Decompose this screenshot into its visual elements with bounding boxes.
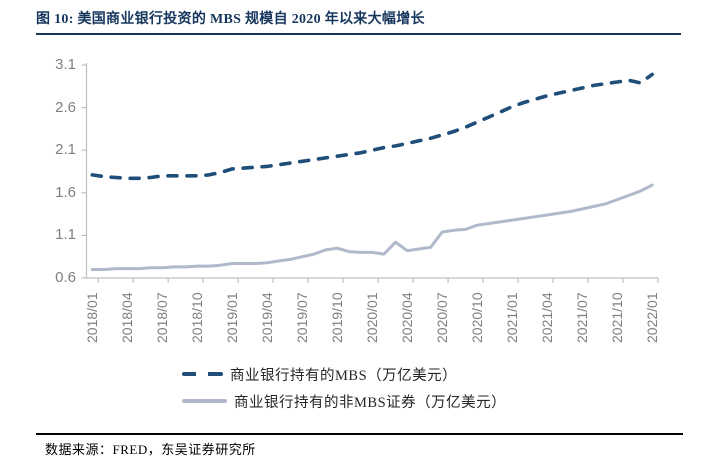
y-axis-label: 0.6 [55, 269, 76, 286]
x-axis-label: 2021/07 [574, 292, 591, 343]
non-mbs-solid-line-sample [182, 399, 227, 403]
chart-legend: 商业银行持有的MBS（万亿美元） 商业银行持有的非MBS证券（万亿美元） [182, 364, 506, 411]
mbs-series-line [90, 72, 655, 181]
x-axis-label: 2021/01 [504, 292, 521, 343]
y-axis-label: 3.1 [55, 56, 76, 73]
x-axis-label: 2019/04 [259, 292, 276, 343]
data-source: 数据来源：FRED，东吴证券研究所 [45, 442, 256, 457]
y-axis-label: 1.1 [55, 226, 76, 244]
x-axis-label: 2020/10 [469, 292, 486, 343]
x-axis-label: 2018/01 [84, 292, 101, 343]
y-axis-label: 2.1 [55, 141, 76, 159]
x-axis-label: 2020/07 [434, 292, 451, 343]
legend-item-non-mbs: 商业银行持有的非MBS证券（万亿美元） [182, 391, 506, 411]
x-axis-label: 2020/04 [399, 292, 416, 343]
x-axis-label: 2019/01 [224, 292, 241, 343]
x-axis-label: 2019/07 [294, 292, 311, 343]
y-axis-label: 2.6 [55, 98, 76, 116]
x-axis-label: 2021/04 [539, 292, 556, 343]
title-divider [36, 33, 681, 35]
mbs-dashed-line-sample [182, 372, 223, 376]
legend-label-non-mbs: 商业银行持有的非MBS证券（万亿美元） [234, 394, 507, 411]
x-axis-label: 2018/04 [119, 292, 136, 343]
x-axis-label: 2020/01 [364, 292, 381, 343]
non-mbs-series-line [90, 183, 654, 271]
figure-title: 图 10: 美国商业银行投资的 MBS 规模自 2020 年以来大幅增长 [36, 12, 425, 27]
x-axis-label: 2018/07 [154, 292, 171, 343]
y-axis-label: 1.6 [55, 183, 76, 201]
legend-label-mbs: 商业银行持有的MBS（万亿美元） [230, 367, 458, 384]
legend-item-mbs: 商业银行持有的MBS（万亿美元） [182, 364, 506, 384]
x-axis-label: 2018/10 [189, 292, 206, 343]
x-axis-label: 2019/10 [329, 292, 346, 343]
footer-divider [36, 433, 683, 435]
x-axis-label: 2022/01 [644, 292, 661, 343]
x-axis-label: 2021/10 [609, 292, 626, 343]
